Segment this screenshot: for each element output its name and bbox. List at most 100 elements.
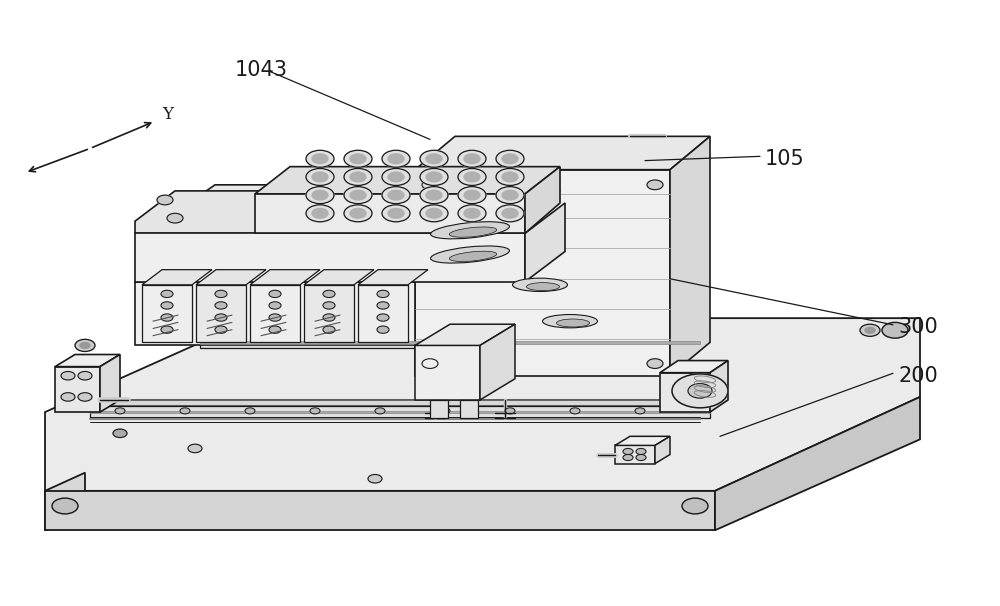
Polygon shape <box>304 285 354 342</box>
Circle shape <box>382 187 410 204</box>
Circle shape <box>78 393 92 401</box>
Circle shape <box>420 150 448 167</box>
Polygon shape <box>525 203 565 282</box>
Circle shape <box>350 172 366 182</box>
Polygon shape <box>200 330 710 336</box>
Circle shape <box>496 205 524 222</box>
Circle shape <box>388 172 404 182</box>
Polygon shape <box>430 400 448 418</box>
Circle shape <box>344 205 372 222</box>
Circle shape <box>647 180 663 190</box>
Circle shape <box>215 326 227 333</box>
Circle shape <box>350 208 366 218</box>
Circle shape <box>312 172 328 182</box>
Circle shape <box>312 190 328 200</box>
Circle shape <box>388 154 404 164</box>
Circle shape <box>306 168 334 185</box>
Polygon shape <box>480 324 515 400</box>
Circle shape <box>623 454 633 461</box>
Circle shape <box>502 190 518 200</box>
Circle shape <box>375 408 385 414</box>
Circle shape <box>502 208 518 218</box>
Circle shape <box>61 393 75 401</box>
Ellipse shape <box>449 227 497 237</box>
Circle shape <box>306 150 334 167</box>
Polygon shape <box>255 167 560 194</box>
Circle shape <box>306 187 334 204</box>
Circle shape <box>458 205 486 222</box>
Circle shape <box>377 326 389 333</box>
Polygon shape <box>135 261 450 282</box>
Circle shape <box>113 429 127 438</box>
Circle shape <box>860 324 880 336</box>
Circle shape <box>505 408 515 414</box>
Circle shape <box>458 150 486 167</box>
Circle shape <box>344 187 372 204</box>
Circle shape <box>78 371 92 380</box>
Polygon shape <box>250 270 320 285</box>
Circle shape <box>496 168 524 185</box>
Polygon shape <box>255 194 525 233</box>
Polygon shape <box>200 336 700 348</box>
Circle shape <box>672 374 728 408</box>
Circle shape <box>269 290 281 298</box>
Circle shape <box>382 150 410 167</box>
Circle shape <box>323 314 335 321</box>
Polygon shape <box>358 270 428 285</box>
Circle shape <box>382 205 410 222</box>
Circle shape <box>496 150 524 167</box>
Polygon shape <box>45 491 715 530</box>
Circle shape <box>323 326 335 333</box>
Polygon shape <box>655 436 670 464</box>
Polygon shape <box>358 285 408 342</box>
Polygon shape <box>196 270 266 285</box>
Circle shape <box>377 290 389 298</box>
Circle shape <box>161 302 173 309</box>
Circle shape <box>167 213 183 223</box>
Polygon shape <box>135 282 415 345</box>
Ellipse shape <box>542 315 598 328</box>
Circle shape <box>636 454 646 461</box>
Polygon shape <box>660 373 710 412</box>
Polygon shape <box>525 167 560 233</box>
Polygon shape <box>45 473 85 530</box>
Ellipse shape <box>449 251 497 261</box>
Circle shape <box>188 444 202 453</box>
Circle shape <box>245 408 255 414</box>
Circle shape <box>422 359 438 368</box>
Circle shape <box>61 371 75 380</box>
Text: 105: 105 <box>765 148 805 169</box>
Polygon shape <box>142 285 192 342</box>
Circle shape <box>623 448 633 454</box>
Circle shape <box>422 180 438 190</box>
Text: 1043: 1043 <box>235 59 288 80</box>
Circle shape <box>310 408 320 414</box>
Circle shape <box>368 474 382 483</box>
Circle shape <box>426 208 442 218</box>
Circle shape <box>115 408 125 414</box>
Ellipse shape <box>512 278 568 291</box>
Circle shape <box>157 195 173 205</box>
Circle shape <box>312 208 328 218</box>
Circle shape <box>377 302 389 309</box>
Circle shape <box>312 154 328 164</box>
Ellipse shape <box>431 246 509 263</box>
Circle shape <box>172 322 198 338</box>
Circle shape <box>426 154 442 164</box>
Circle shape <box>377 314 389 321</box>
Polygon shape <box>415 136 710 170</box>
Circle shape <box>502 154 518 164</box>
Circle shape <box>458 168 486 185</box>
Circle shape <box>161 326 173 333</box>
Polygon shape <box>100 355 120 412</box>
Polygon shape <box>615 445 655 464</box>
Circle shape <box>496 187 524 204</box>
Circle shape <box>464 172 480 182</box>
Circle shape <box>440 408 450 414</box>
Circle shape <box>323 290 335 298</box>
Polygon shape <box>415 170 670 376</box>
Polygon shape <box>660 361 728 373</box>
Polygon shape <box>45 318 920 491</box>
Polygon shape <box>415 345 480 400</box>
Polygon shape <box>715 397 920 530</box>
